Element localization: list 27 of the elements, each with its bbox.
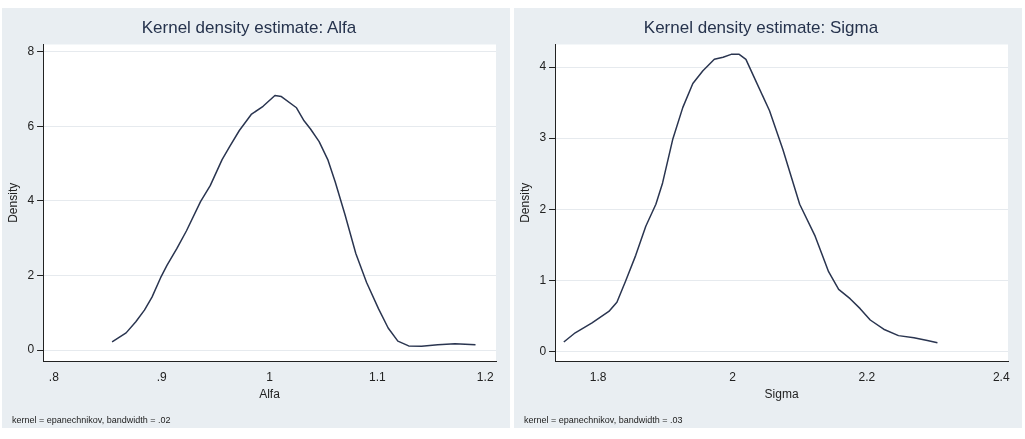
- x-tick-label: 1.2: [476, 369, 494, 384]
- y-axis-title: Density: [517, 182, 532, 223]
- x-axis-title: Alfa: [259, 387, 281, 402]
- chart-title: Kernel density estimate: Sigma: [643, 17, 879, 37]
- x-tick-label: 2.2: [858, 369, 876, 384]
- y-tick-label: 6: [27, 118, 35, 133]
- y-tick-label: 8: [27, 44, 35, 59]
- x-tick-label: 2: [729, 369, 737, 384]
- y-tick-label: 2: [27, 267, 35, 282]
- y-tick-label: 4: [539, 59, 547, 74]
- text: kernel = epanechnikov, bandwidth = .02: [12, 415, 171, 425]
- x-tick-label: .8: [48, 369, 60, 384]
- x-tick-label: .9: [156, 369, 168, 384]
- y-tick-label: 0: [27, 342, 35, 357]
- y-tick-label: 4: [27, 193, 35, 208]
- x-tick-label: 1.1: [369, 369, 387, 384]
- text: kernel = epanechnikov, bandwidth = .03: [524, 415, 683, 425]
- y-axis-title: Density: [5, 182, 20, 223]
- x-tick-label: 1.8: [589, 369, 607, 384]
- chart-title: Kernel density estimate: Alfa: [141, 17, 357, 37]
- x-tick-label: 1: [266, 369, 274, 384]
- x-axis-title: Sigma: [764, 387, 799, 402]
- y-tick-label: 0: [539, 343, 547, 358]
- y-tick-label: 2: [539, 201, 547, 216]
- y-tick-label: 1: [539, 272, 547, 287]
- x-tick-label: 2.4: [992, 369, 1010, 384]
- y-tick-label: 3: [539, 130, 547, 145]
